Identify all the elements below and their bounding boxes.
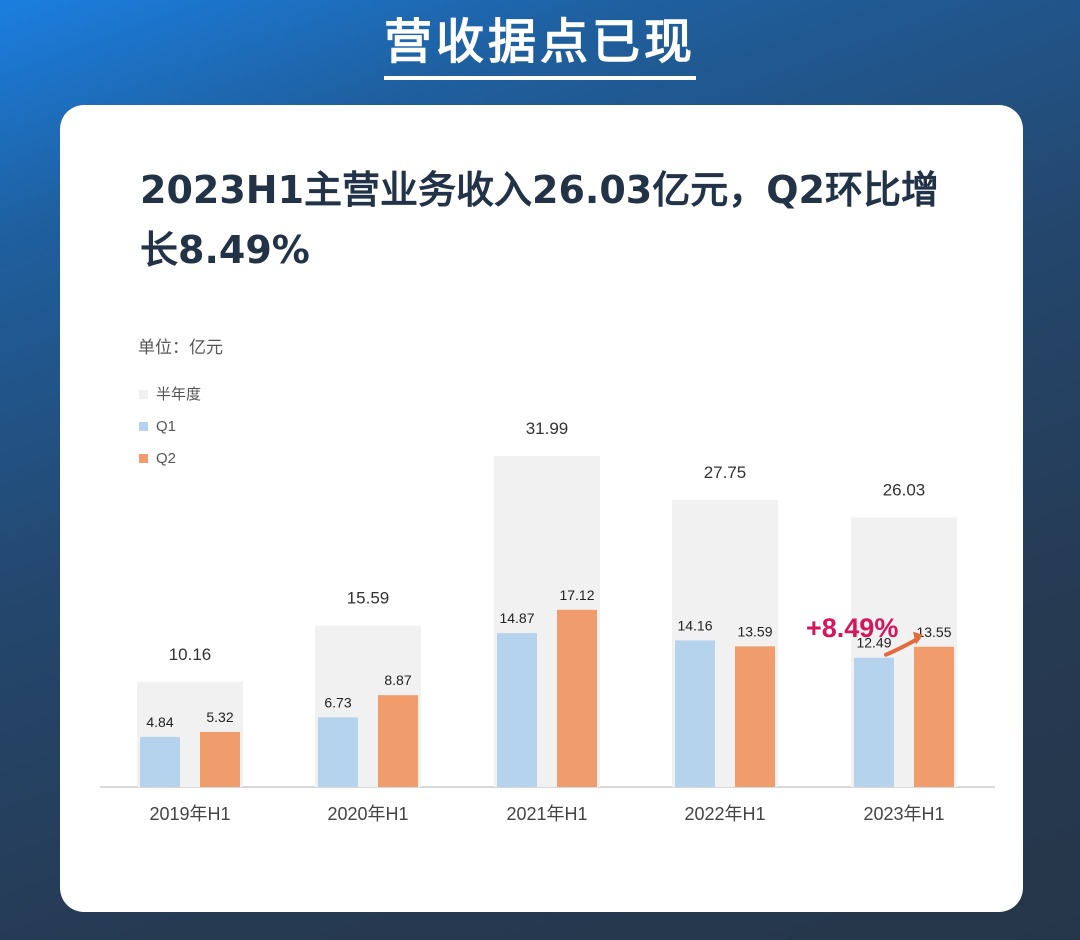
legend-swatch-3 (139, 454, 148, 463)
bar-q2 (557, 609, 597, 787)
label-halfyear: 10.16 (169, 645, 212, 664)
unit-label: 单位：亿元 (138, 338, 223, 357)
label-halfyear: 26.03 (883, 481, 926, 500)
x-tick-label: 2021年H1 (506, 804, 587, 824)
label-q1: 6.73 (324, 694, 351, 710)
chart-headline: 2023H1主营业务收入26.03亿元，Q2环比增长8.49% (140, 168, 939, 272)
bar-q2 (378, 695, 418, 787)
bar-q2 (735, 646, 775, 787)
page-header: 营收据点已现 (0, 10, 1080, 80)
bar-q2 (914, 646, 954, 787)
x-tick-label: 2020年H1 (327, 804, 408, 824)
label-q2: 5.32 (206, 709, 233, 725)
x-tick-label: 2019年H1 (149, 804, 230, 824)
label-q2: 13.55 (916, 624, 951, 640)
growth-annotation: +8.49% (806, 613, 898, 643)
legend-swatch-1 (139, 390, 148, 399)
bar-q1 (497, 633, 537, 787)
x-tick-label: 2023年H1 (863, 804, 944, 824)
bar-q1 (140, 736, 180, 787)
bar-q1 (854, 657, 894, 787)
legend-label-2: Q1 (156, 418, 176, 435)
legend-label-1: 半年度 (156, 386, 201, 403)
label-q1: 14.16 (677, 617, 712, 633)
label-q1: 4.84 (146, 714, 173, 730)
bar-q1 (318, 717, 358, 787)
label-halfyear: 27.75 (704, 463, 747, 482)
label-q1: 12.49 (856, 635, 891, 651)
bar-q1 (675, 640, 715, 787)
legend-label-3: Q2 (156, 450, 176, 467)
growth-arrow-head (913, 631, 923, 645)
label-q2: 8.87 (384, 672, 411, 688)
label-q1: 14.87 (499, 610, 534, 626)
bar-q2 (200, 731, 240, 787)
label-q2: 17.12 (559, 587, 594, 603)
label-halfyear: 31.99 (526, 419, 569, 438)
chart-card: 2023H1主营业务收入26.03亿元，Q2环比增长8.49% 单位：亿元半年度… (60, 105, 1023, 912)
x-tick-label: 2022年H1 (684, 804, 765, 824)
legend-swatch-2 (139, 422, 148, 431)
page-title: 营收据点已现 (383, 10, 696, 80)
label-q2: 13.59 (737, 623, 772, 639)
label-halfyear: 15.59 (347, 589, 390, 608)
